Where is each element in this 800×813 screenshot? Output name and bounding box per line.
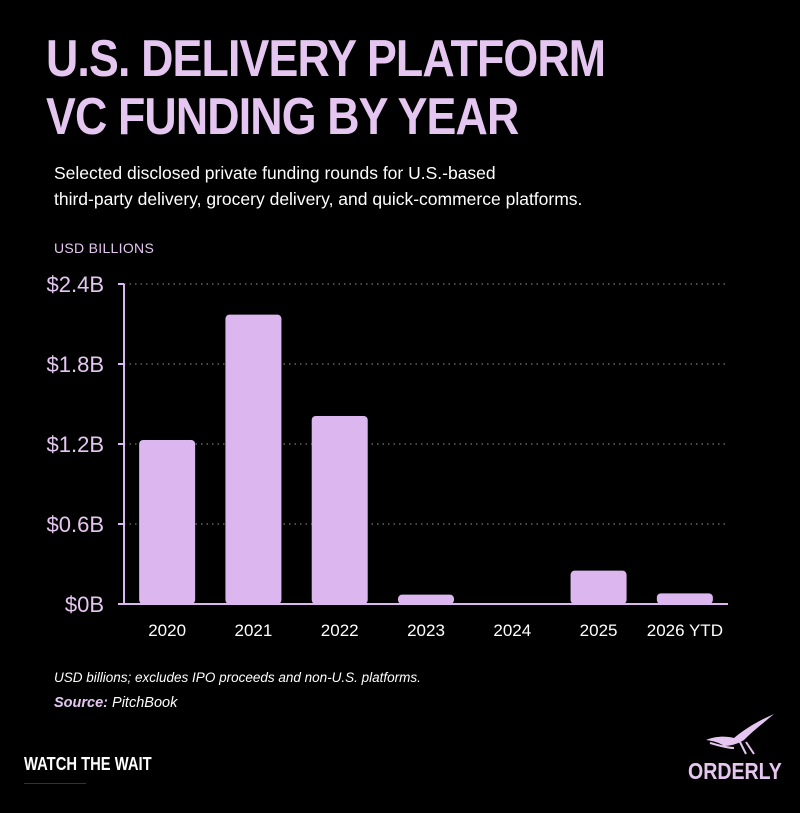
- bar: [225, 314, 282, 604]
- chart-title: U.S. DELIVERY PLATFORM VC FUNDING BY YEA…: [46, 30, 665, 146]
- x-tick-label: 2020: [148, 621, 186, 640]
- bar: [570, 570, 627, 604]
- orderly-brand: ORDERLY: [688, 758, 782, 784]
- y-tick-label: $0.6B: [47, 512, 105, 537]
- y-tick-label: $2.4B: [47, 272, 105, 297]
- y-tick-label: $1.8B: [47, 352, 105, 377]
- chart-subtitle: Selected disclosed private funding round…: [54, 160, 754, 212]
- subtitle-line-1: Selected disclosed private funding round…: [54, 163, 496, 183]
- y-tick-label: $1.2B: [47, 432, 105, 457]
- title-line-2: VC FUNDING BY YEAR: [46, 88, 519, 146]
- y-tick-label: $0B: [65, 592, 104, 617]
- bar: [139, 440, 196, 604]
- x-tick-label: 2023: [407, 621, 445, 640]
- y-axis-unit-label: USD BILLIONS: [54, 240, 155, 256]
- x-tick-label: 2024: [493, 621, 531, 640]
- subtitle-line-2: third-party delivery, grocery delivery, …: [54, 189, 583, 209]
- source-line: Source: PitchBook: [54, 695, 177, 711]
- title-line-1: U.S. DELIVERY PLATFORM: [46, 30, 606, 88]
- bar: [656, 593, 713, 604]
- footnote: USD billions; excludes IPO proceeds and …: [54, 670, 421, 685]
- brand-divider: [24, 783, 86, 784]
- watch-the-wait-brand: WATCH THE WAIT: [24, 754, 152, 774]
- x-tick-label: 2026 YTD: [647, 621, 723, 640]
- x-tick-label: 2022: [321, 621, 359, 640]
- x-tick-label: 2025: [580, 621, 618, 640]
- bar: [398, 594, 454, 604]
- x-tick-label: 2021: [235, 621, 273, 640]
- source-label: Source:: [54, 695, 108, 711]
- bird-logo-icon: [706, 714, 774, 755]
- bar: [311, 416, 368, 604]
- source-value: PitchBook: [112, 695, 178, 711]
